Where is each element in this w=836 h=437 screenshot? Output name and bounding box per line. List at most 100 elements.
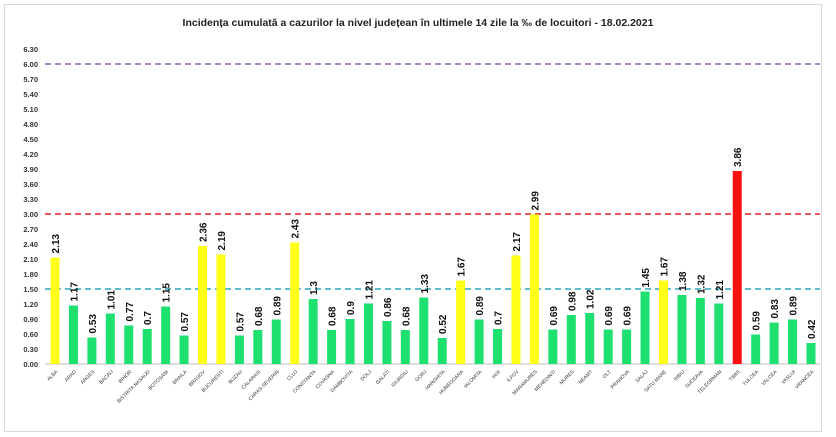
- bar-alba: [50, 257, 60, 364]
- x-tick-label: BOTOSANI: [148, 369, 170, 391]
- bar-valcea: [769, 322, 779, 364]
- data-label: 1.45: [641, 268, 652, 288]
- y-tick-label: 6.30: [23, 45, 38, 54]
- x-tick-label: MURES: [559, 369, 576, 386]
- data-label: 2.36: [199, 222, 210, 242]
- bar-maramures: [529, 214, 539, 364]
- y-tick-label: 6.00: [23, 60, 38, 69]
- bar-giurgiu: [400, 330, 410, 364]
- bar-bacau: [105, 313, 115, 364]
- x-tick-label: BACAU: [98, 369, 115, 386]
- threshold-lines: [45, 63, 820, 290]
- x-tick-label: ILFOV: [506, 369, 521, 384]
- x-tick-label: SIBIU: [673, 369, 687, 383]
- y-tick-label: 0.00: [23, 360, 38, 369]
- bar-neamt: [585, 313, 595, 364]
- data-label: 1.67: [659, 257, 670, 277]
- y-tick-label: 0.60: [23, 330, 38, 339]
- bar-brasov: [198, 246, 208, 364]
- data-label: 0.52: [438, 314, 449, 334]
- data-label: 0.53: [88, 314, 99, 334]
- x-tick-label: VRANCEA: [794, 369, 816, 391]
- x-tick-label: CLUJ: [286, 369, 299, 382]
- x-tick-label: BRAILA: [172, 369, 189, 386]
- data-label: 2.17: [512, 232, 523, 252]
- bar-tulcea: [751, 334, 761, 364]
- data-label: 0.57: [235, 312, 246, 332]
- data-label: 0.68: [401, 306, 412, 326]
- data-label: 1.3: [309, 281, 320, 295]
- x-tick-label: GALATI: [375, 369, 392, 386]
- data-label: 1.02: [586, 289, 597, 309]
- data-label: 0.68: [254, 306, 265, 326]
- data-label: 3.86: [733, 147, 744, 167]
- bar-covasna: [327, 330, 337, 364]
- bar-arges: [87, 337, 97, 364]
- bar-mures: [566, 315, 576, 364]
- y-tick-label: 4.50: [23, 135, 38, 144]
- data-label: 2.13: [51, 234, 62, 254]
- bar-botosani: [161, 306, 171, 364]
- bar-mehedinti: [548, 329, 558, 364]
- data-label: 1.21: [715, 280, 726, 300]
- bar-bistrita-nasaud: [142, 329, 152, 364]
- bar-bucuresti: [216, 254, 226, 364]
- data-label: 1.32: [696, 274, 707, 294]
- bar-bihor: [124, 325, 134, 364]
- bar-caras-severin: [271, 319, 281, 364]
- x-tick-label: PRAHOVA: [610, 369, 632, 391]
- x-tick-label: ARGES: [80, 369, 97, 386]
- bar-prahova: [622, 329, 632, 364]
- data-label: 0.98: [567, 291, 578, 311]
- data-label: 0.7: [143, 311, 154, 325]
- data-label: 1.38: [678, 271, 689, 291]
- data-label: 1.67: [457, 257, 468, 277]
- data-label: 2.43: [291, 219, 302, 239]
- data-label: 0.69: [623, 306, 634, 326]
- y-tick-label: 3.90: [23, 165, 38, 174]
- data-label: 0.83: [770, 299, 781, 319]
- data-label: 0.89: [272, 296, 283, 316]
- y-tick-label: 2.40: [23, 240, 38, 249]
- y-tick-label: 3.00: [23, 210, 38, 219]
- x-tick-label: IASI: [491, 369, 502, 380]
- bar-cluj: [290, 242, 300, 364]
- bar-sibiu: [677, 295, 687, 364]
- y-tick-label: 1.80: [23, 270, 38, 279]
- x-tick-label: NEAMT: [578, 369, 595, 386]
- chart-title: Incidența cumulată a cazurilor la nivel …: [183, 17, 654, 29]
- data-label: 0.89: [789, 296, 800, 316]
- bar-buzau: [234, 335, 244, 364]
- y-tick-label: 4.20: [23, 150, 38, 159]
- x-tick-label: TIMIS: [728, 369, 742, 383]
- bar-constanta: [308, 299, 318, 364]
- x-tick-label: ALBA: [46, 369, 60, 383]
- x-tick-label: BISTRITA NASAUD: [116, 369, 152, 405]
- y-axis: 0.00 0.30 0.60 0.90 1.20 1.50 1.80 2.10 2.40 2.70…: [23, 45, 820, 369]
- y-tick-label: 2.70: [23, 225, 38, 234]
- y-tick-label: 4.80: [23, 120, 38, 129]
- data-label: 0.68: [328, 306, 339, 326]
- x-tick-label: TULCEA: [742, 369, 761, 388]
- x-tick-label: DOLJ: [360, 369, 374, 383]
- bar-gorj: [419, 297, 429, 364]
- x-tick-label: BUZAU: [228, 369, 245, 386]
- y-tick-label: 5.10: [23, 105, 38, 114]
- x-tick-label: VASLUI: [780, 369, 797, 386]
- y-tick-label: 5.70: [23, 75, 38, 84]
- data-label: 0.57: [180, 312, 191, 332]
- bar-calarasi: [253, 330, 263, 364]
- data-label: 1.21: [364, 280, 375, 300]
- bar-olt: [603, 329, 613, 364]
- y-tick-label: 0.30: [23, 345, 38, 354]
- data-label: 0.9: [346, 301, 357, 315]
- data-label: 0.86: [383, 297, 394, 317]
- data-label: 0.77: [125, 302, 136, 322]
- data-label: 0.89: [475, 296, 486, 316]
- bars: 2.13 1.17 0.53 1.01 0.77 0.7 1.15 0.57 2.36 2.19 0…: [50, 147, 818, 364]
- bar-vrancea: [806, 343, 816, 364]
- y-tick-label: 3.30: [23, 195, 38, 204]
- y-tick-label: 3.60: [23, 180, 38, 189]
- x-tick-label: BIHOR: [118, 369, 134, 385]
